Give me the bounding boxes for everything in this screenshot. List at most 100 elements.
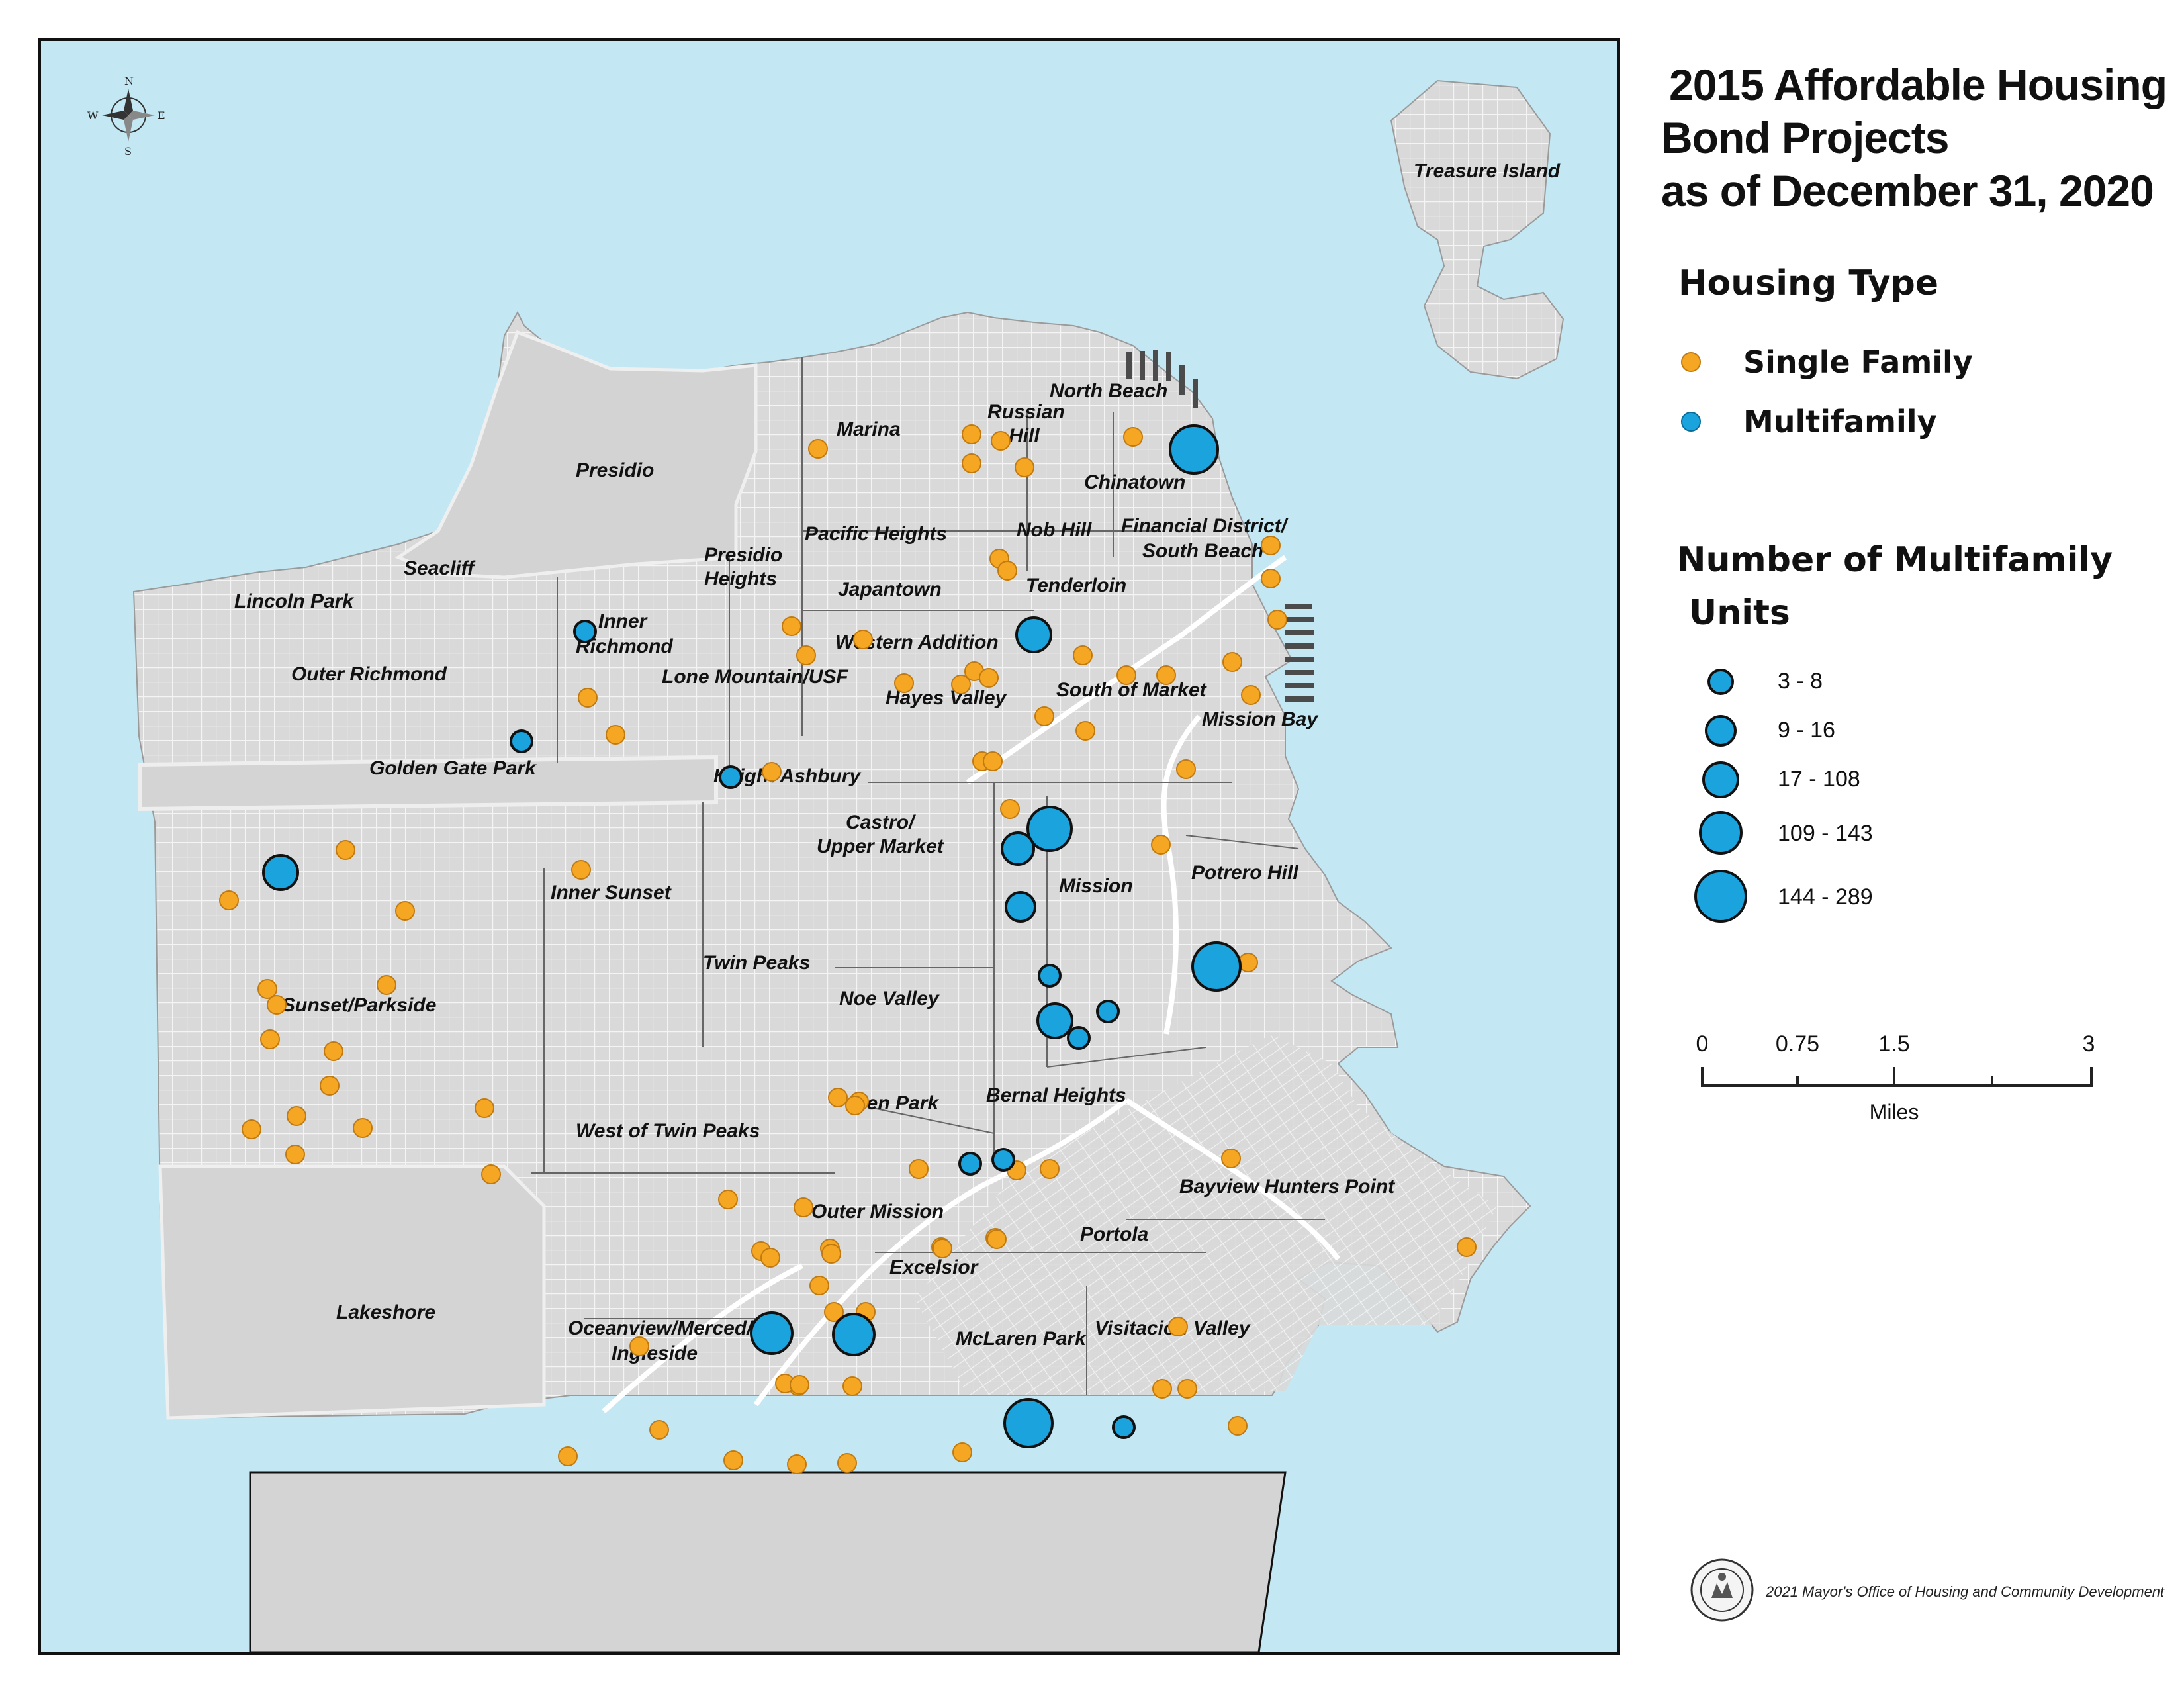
- single-family-marker[interactable]: [842, 1376, 862, 1396]
- single-family-marker[interactable]: [1177, 1379, 1197, 1399]
- single-family-marker[interactable]: [1261, 569, 1281, 588]
- single-family-marker[interactable]: [1261, 536, 1281, 555]
- single-family-marker[interactable]: [997, 561, 1017, 581]
- multifamily-marker[interactable]: [1096, 1000, 1120, 1023]
- single-family-marker[interactable]: [790, 1375, 809, 1395]
- single-family-marker[interactable]: [1156, 665, 1176, 685]
- multifamily-marker[interactable]: [262, 854, 299, 891]
- single-family-marker[interactable]: [808, 439, 828, 459]
- single-family-marker[interactable]: [962, 453, 981, 473]
- single-family-marker[interactable]: [1015, 457, 1034, 477]
- single-family-marker[interactable]: [762, 762, 782, 782]
- single-family-marker[interactable]: [1222, 652, 1242, 672]
- multifamily-marker[interactable]: [573, 620, 597, 643]
- single-family-marker[interactable]: [287, 1106, 306, 1126]
- single-family-marker[interactable]: [1457, 1237, 1477, 1257]
- single-family-marker[interactable]: [987, 1229, 1007, 1249]
- multifamily-marker[interactable]: [750, 1311, 794, 1355]
- single-family-marker[interactable]: [571, 860, 591, 880]
- multifamily-marker[interactable]: [1038, 964, 1062, 988]
- single-family-marker[interactable]: [649, 1420, 669, 1440]
- single-family-marker[interactable]: [285, 1145, 305, 1164]
- single-family-marker[interactable]: [1241, 685, 1261, 705]
- single-family-marker[interactable]: [845, 1096, 865, 1115]
- single-family-marker[interactable]: [794, 1197, 813, 1217]
- single-family-marker[interactable]: [962, 424, 981, 444]
- single-family-marker[interactable]: [558, 1446, 578, 1466]
- single-family-marker[interactable]: [353, 1118, 373, 1138]
- single-family-marker[interactable]: [824, 1302, 844, 1322]
- multifamily-marker[interactable]: [719, 765, 743, 789]
- single-family-marker[interactable]: [1228, 1416, 1248, 1436]
- single-family-marker[interactable]: [629, 1336, 649, 1356]
- multifamily-marker[interactable]: [991, 1148, 1015, 1172]
- multifamily-marker[interactable]: [1005, 891, 1036, 923]
- single-family-marker[interactable]: [718, 1190, 738, 1209]
- single-family-marker[interactable]: [606, 725, 625, 745]
- single-family-marker[interactable]: [760, 1248, 780, 1268]
- single-family-marker[interactable]: [578, 688, 598, 708]
- single-family-marker[interactable]: [837, 1453, 857, 1473]
- map-canvas[interactable]: Treasure Island North Beach Marina Russi…: [41, 41, 1617, 1652]
- single-family-marker[interactable]: [1221, 1149, 1241, 1168]
- single-family-marker[interactable]: [219, 890, 239, 910]
- single-family-marker[interactable]: [809, 1276, 829, 1295]
- single-family-marker[interactable]: [821, 1244, 841, 1264]
- multifamily-marker[interactable]: [1169, 424, 1219, 475]
- single-family-marker[interactable]: [1000, 799, 1020, 819]
- single-family-marker[interactable]: [257, 979, 277, 999]
- single-family-marker[interactable]: [1238, 953, 1258, 972]
- multifamily-marker[interactable]: [1026, 806, 1073, 852]
- single-family-marker[interactable]: [853, 630, 873, 649]
- single-family-marker[interactable]: [1123, 427, 1143, 447]
- single-family-marker[interactable]: [983, 751, 1003, 771]
- multifamily-marker[interactable]: [1191, 941, 1242, 992]
- single-family-marker[interactable]: [320, 1076, 340, 1096]
- single-family-marker[interactable]: [377, 975, 396, 995]
- single-family-marker[interactable]: [1152, 1379, 1172, 1399]
- multifamily-marker[interactable]: [1036, 1002, 1073, 1039]
- multifamily-marker[interactable]: [510, 729, 533, 753]
- single-family-marker[interactable]: [723, 1450, 743, 1470]
- single-family-marker[interactable]: [909, 1159, 929, 1179]
- single-family-marker[interactable]: [481, 1164, 501, 1184]
- single-family-marker[interactable]: [267, 995, 287, 1015]
- multifamily-marker[interactable]: [1067, 1026, 1091, 1050]
- single-family-marker[interactable]: [933, 1239, 952, 1258]
- map-title: 2015 Affordable Housing Bond Projects as…: [1661, 58, 2167, 217]
- single-family-marker[interactable]: [395, 901, 415, 921]
- map-frame[interactable]: Treasure Island North Beach Marina Russi…: [38, 38, 1620, 1655]
- single-family-marker[interactable]: [1075, 721, 1095, 741]
- multifamily-marker[interactable]: [1112, 1415, 1136, 1439]
- single-family-marker[interactable]: [894, 673, 914, 693]
- single-family-marker[interactable]: [260, 1029, 280, 1049]
- label-treasure-island: Treasure Island: [1414, 160, 1561, 182]
- multifamily-marker[interactable]: [832, 1313, 876, 1356]
- single-family-marker[interactable]: [1040, 1159, 1060, 1179]
- single-family-marker[interactable]: [782, 616, 801, 636]
- single-family-marker[interactable]: [951, 675, 971, 694]
- single-family-marker[interactable]: [475, 1098, 494, 1118]
- single-family-marker[interactable]: [979, 668, 999, 688]
- multifamily-marker[interactable]: [1001, 831, 1035, 866]
- single-family-marker[interactable]: [796, 645, 816, 665]
- single-family-marker[interactable]: [324, 1041, 343, 1061]
- single-family-marker[interactable]: [1034, 706, 1054, 726]
- multifamily-marker[interactable]: [958, 1152, 982, 1176]
- single-family-marker[interactable]: [787, 1454, 807, 1474]
- single-family-marker[interactable]: [1151, 835, 1171, 855]
- single-family-marker[interactable]: [1176, 759, 1196, 779]
- south-county-land: [249, 1471, 1287, 1652]
- single-family-marker[interactable]: [991, 431, 1011, 451]
- single-family-marker[interactable]: [828, 1088, 848, 1107]
- single-family-marker[interactable]: [1116, 665, 1136, 685]
- size-class-4: 109 - 143: [1778, 821, 1873, 846]
- single-family-marker[interactable]: [242, 1119, 261, 1139]
- single-family-marker[interactable]: [336, 840, 355, 860]
- multifamily-marker[interactable]: [1015, 616, 1052, 653]
- single-family-marker[interactable]: [1267, 610, 1287, 630]
- single-family-marker[interactable]: [1168, 1317, 1188, 1336]
- single-family-marker[interactable]: [952, 1442, 972, 1462]
- multifamily-marker[interactable]: [1003, 1398, 1054, 1448]
- single-family-marker[interactable]: [1073, 645, 1093, 665]
